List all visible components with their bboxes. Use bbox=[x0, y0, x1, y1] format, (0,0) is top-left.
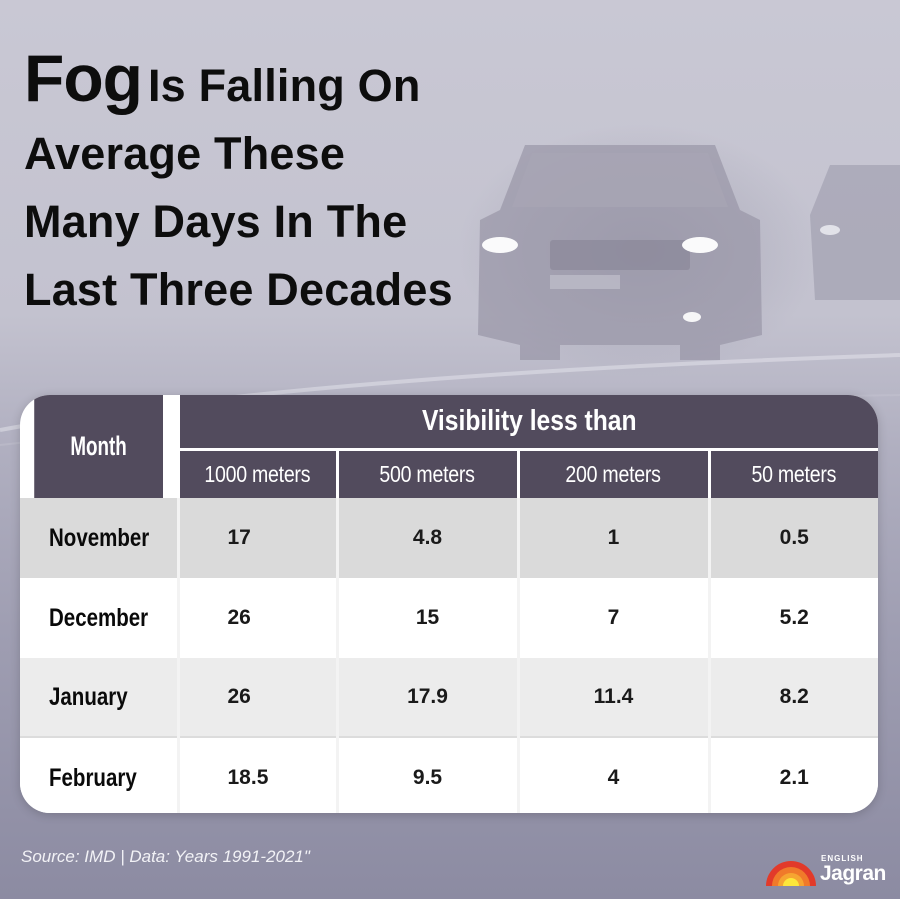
month-cell: January bbox=[20, 658, 178, 738]
value-cell: 2.1 bbox=[707, 737, 878, 813]
value-cell: 8.2 bbox=[707, 658, 878, 738]
jagran-logo: ENGLISH Jagran bbox=[766, 854, 886, 888]
logo-brand-name: Jagran bbox=[820, 862, 886, 885]
car-silhouette-icon bbox=[810, 165, 900, 300]
table-row: November 17 4.8 1 0.5 bbox=[20, 498, 878, 578]
table-row: January 26 17.9 11.4 8.2 bbox=[20, 658, 878, 738]
value-cell: 17 bbox=[176, 498, 337, 578]
value-cell: 26 bbox=[176, 658, 337, 738]
value-cell: 15 bbox=[335, 578, 518, 658]
value-cell: 4.8 bbox=[335, 498, 518, 578]
rising-sun-icon bbox=[766, 861, 816, 886]
month-cell: February bbox=[20, 737, 178, 813]
visibility-group-header: Visibility less than bbox=[176, 395, 878, 451]
value-cell: 17.9 bbox=[335, 658, 518, 738]
value-cell: 11.4 bbox=[516, 658, 709, 738]
title-line-2: Average These bbox=[24, 128, 346, 179]
title-highlight: Fog bbox=[24, 41, 143, 115]
month-column-header: Month bbox=[34, 395, 164, 498]
value-cell: 26 bbox=[176, 578, 337, 658]
column-header-50m: 50 meters bbox=[707, 449, 878, 498]
value-cell: 5.2 bbox=[707, 578, 878, 658]
table-row: December 26 15 7 5.2 bbox=[20, 578, 878, 658]
fog-days-table: Month Visibility less than 1000 meters 5… bbox=[20, 395, 878, 813]
value-cell: 18.5 bbox=[176, 737, 337, 813]
value-cell: 1 bbox=[516, 498, 709, 578]
value-cell: 4 bbox=[516, 737, 709, 813]
value-cell: 9.5 bbox=[335, 737, 518, 813]
value-cell: 0.5 bbox=[707, 498, 878, 578]
logo-english-label: ENGLISH bbox=[821, 854, 864, 863]
table-row: February 18.5 9.5 4 2.1 bbox=[20, 737, 878, 813]
title-line-1: Is Falling On bbox=[147, 60, 421, 111]
title-line-3: Many Days In The bbox=[24, 196, 408, 247]
column-header-200m: 200 meters bbox=[516, 449, 709, 498]
month-cell: November bbox=[20, 498, 178, 578]
car-silhouette-icon bbox=[478, 145, 762, 360]
column-header-1000m: 1000 meters bbox=[176, 449, 337, 498]
column-header-500m: 500 meters bbox=[335, 449, 518, 498]
month-cell: December bbox=[20, 578, 178, 658]
source-note: Source: IMD | Data: Years 1991-2021" bbox=[21, 847, 310, 866]
value-cell: 7 bbox=[516, 578, 709, 658]
title-line-4: Last Three Decades bbox=[24, 264, 453, 315]
page-title: Fog Is Falling On Average These Many Days… bbox=[24, 44, 453, 324]
